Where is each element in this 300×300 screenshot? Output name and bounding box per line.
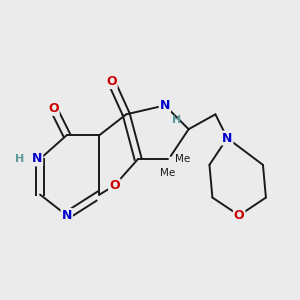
Text: Me: Me: [160, 168, 176, 178]
Text: Me: Me: [175, 154, 190, 164]
Text: N: N: [61, 209, 72, 222]
Text: N: N: [222, 132, 232, 145]
Text: O: O: [109, 179, 120, 192]
Text: O: O: [48, 102, 59, 115]
Text: N: N: [32, 152, 42, 165]
Text: N: N: [160, 99, 170, 112]
Text: H: H: [15, 154, 24, 164]
Text: O: O: [106, 75, 117, 88]
Text: H: H: [172, 115, 182, 125]
Text: O: O: [234, 209, 244, 222]
